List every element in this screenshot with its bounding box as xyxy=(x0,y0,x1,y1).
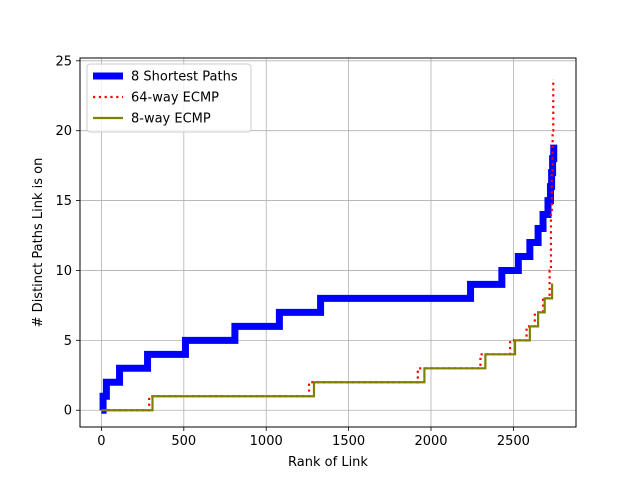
x-tick-label: 1500 xyxy=(332,434,365,449)
y-tick-label: 5 xyxy=(64,334,72,349)
y-tick-label: 25 xyxy=(55,54,72,69)
grid-layer xyxy=(80,58,576,427)
x-tick-label: 0 xyxy=(97,434,105,449)
legend: 8 Shortest Paths 64-way ECMP 8-way ECMP xyxy=(86,63,252,133)
legend-label-64-way-ecmp: 64-way ECMP xyxy=(131,91,219,106)
y-tick-label: 20 xyxy=(55,124,72,139)
legend-label-8-way-ecmp: 8-way ECMP xyxy=(131,112,211,127)
y-tick-label: 0 xyxy=(64,404,72,419)
x-axis-label: Rank of Link xyxy=(288,455,368,470)
x-tick-label: 2000 xyxy=(414,434,447,449)
tick-layer: 0 500 1000 1500 2000 2500 0 5 10 15 20 25 xyxy=(55,54,529,449)
y-axis-label: # Distinct Paths Link is on xyxy=(31,158,46,328)
x-tick-label: 1000 xyxy=(250,434,283,449)
x-tick-label: 500 xyxy=(171,434,196,449)
series-layer xyxy=(99,78,558,414)
x-tick-label: 2500 xyxy=(497,434,530,449)
series-line-8-shortest-paths xyxy=(99,144,558,414)
plot-frame xyxy=(79,57,577,428)
y-tick-label: 10 xyxy=(55,264,72,279)
legend-label-8-shortest-paths: 8 Shortest Paths xyxy=(131,70,238,85)
series-line-8-way-ecmp xyxy=(101,283,554,412)
y-tick-label: 15 xyxy=(55,194,72,209)
legend-box xyxy=(86,63,252,133)
